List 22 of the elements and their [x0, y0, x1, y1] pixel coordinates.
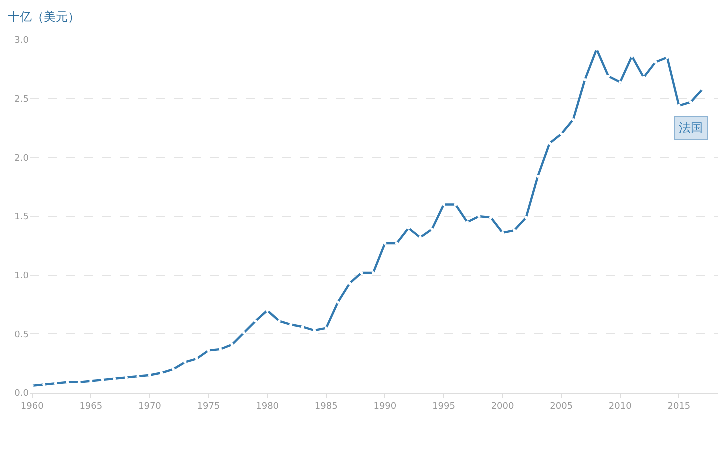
x-tick-label: 1970: [138, 402, 162, 412]
y-tick-label: 0.5: [14, 330, 29, 340]
y-tick-label: 1.5: [14, 212, 29, 223]
x-tick-label: 1995: [432, 402, 456, 412]
y-tick-label: 2.0: [14, 154, 30, 164]
x-tick-label: 2005: [550, 402, 574, 412]
y-tick-label: 2.5: [14, 94, 29, 105]
y-axis-title: 十亿（美元）: [8, 10, 80, 24]
x-tick-label: 1985: [314, 402, 338, 412]
series-label: 法国: [679, 121, 703, 135]
x-tick-label: 1980: [256, 402, 280, 412]
x-tick-label: 2010: [608, 402, 632, 412]
y-tick-label: 1.0: [14, 271, 30, 282]
y-tick-label: 0.0: [14, 389, 30, 400]
x-tick-label: 1960: [20, 402, 44, 412]
line-series: [30, 48, 704, 388]
x-tick-label: 2015: [668, 402, 691, 412]
x-tick-label: 1990: [374, 402, 397, 412]
y-tick-label: 3.0: [14, 36, 30, 46]
x-tick-label: 1965: [80, 402, 103, 412]
x-tick-label: 1975: [197, 402, 220, 412]
x-tick-label: 2000: [491, 402, 515, 412]
